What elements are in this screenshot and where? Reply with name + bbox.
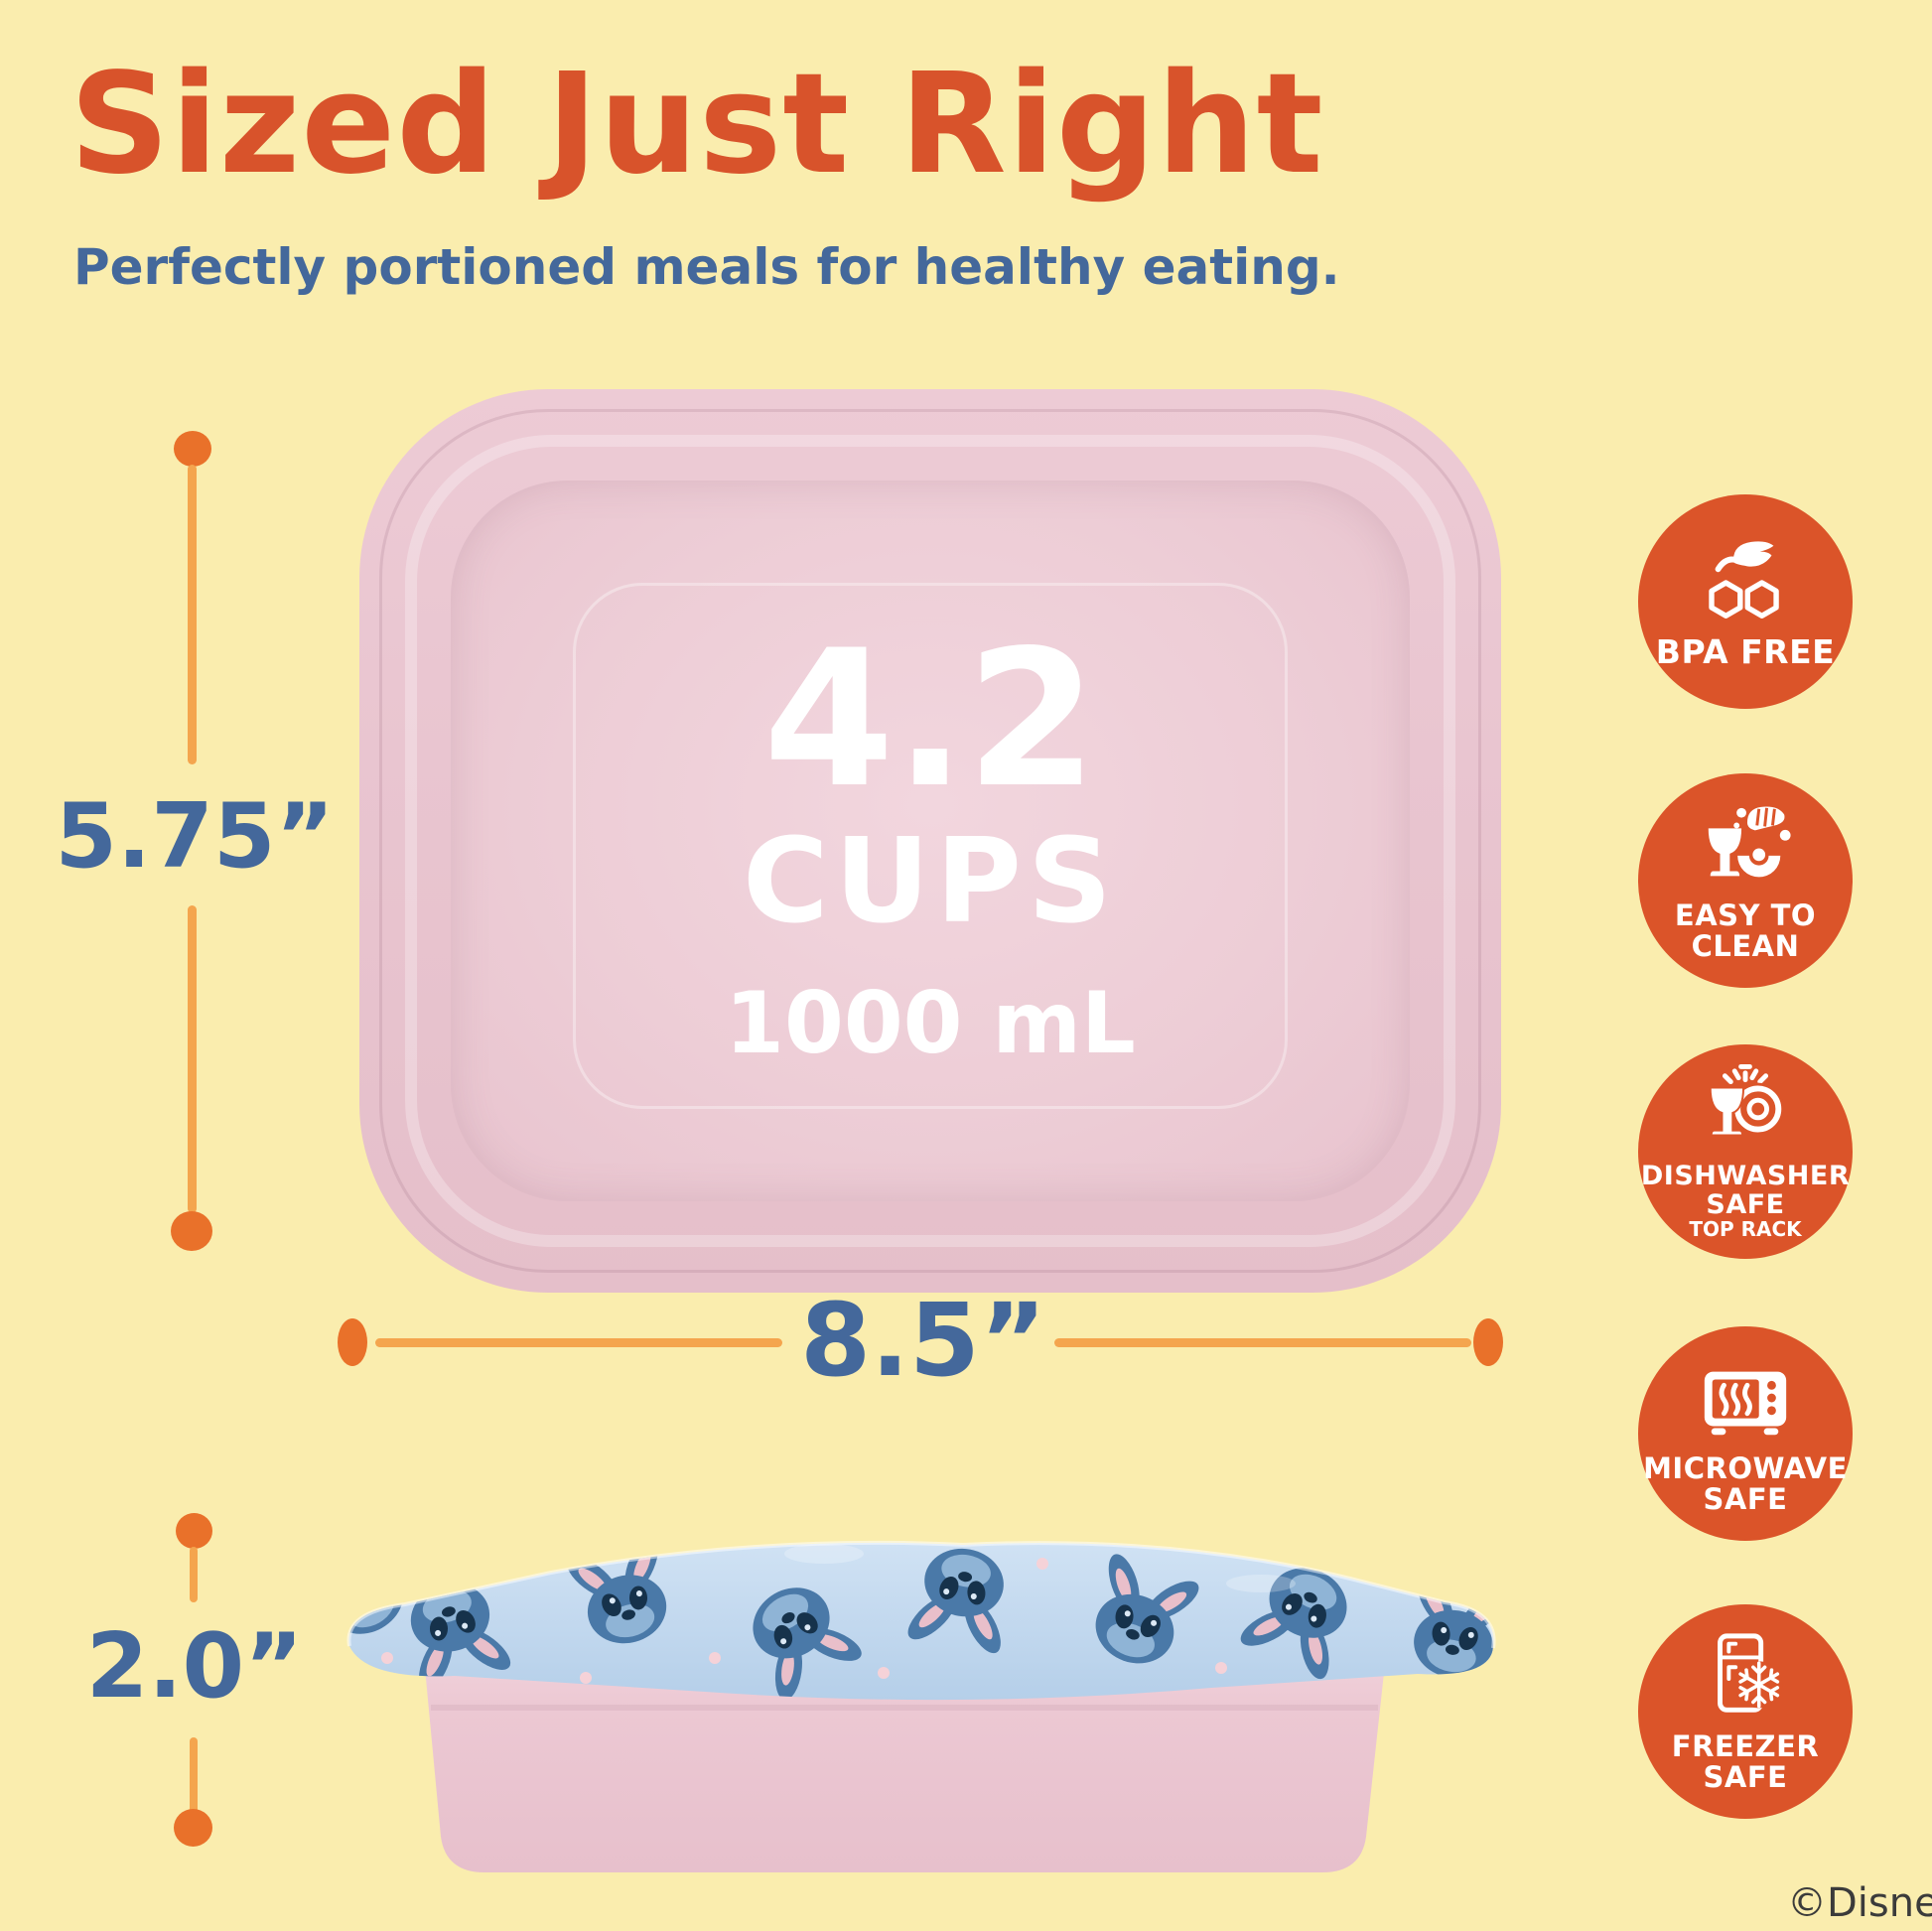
dimension-line xyxy=(188,905,197,1213)
depth-dimension-label: 2.0” xyxy=(85,1614,304,1719)
dimension-line xyxy=(1054,1338,1471,1347)
page-subtitle: Perfectly portioned meals for healthy ea… xyxy=(73,238,1340,296)
dimension-dot xyxy=(174,431,211,467)
dimension-dot xyxy=(174,1809,212,1847)
leaf-hexagons-icon xyxy=(1709,541,1779,620)
badge-label: MICROWAVE SAFE xyxy=(1643,1450,1848,1516)
dimension-dot xyxy=(176,1513,212,1549)
dimension-line xyxy=(188,465,197,764)
badge-easy-to-clean: EASY TO CLEAN xyxy=(1638,773,1853,988)
badge-freezer-safe: FREEZER SAFE xyxy=(1638,1604,1853,1819)
dimension-line xyxy=(190,1547,198,1602)
dishwasher-icon xyxy=(1709,1064,1785,1137)
badge-microwave-safe: MICROWAVE SAFE xyxy=(1638,1326,1853,1541)
badge-label: BPA FREE xyxy=(1655,632,1836,672)
dimension-dot xyxy=(338,1318,367,1366)
badge-label: EASY TO CLEAN xyxy=(1674,897,1817,963)
dimension-line xyxy=(190,1737,198,1813)
capacity-metric: 1000 mL xyxy=(725,974,1136,1073)
badge-label: DISHWASHER SAFE TOP RACK xyxy=(1640,1161,1851,1242)
freezer-icon xyxy=(1718,1633,1783,1713)
container-top-view: 4.2 CUPS 1000 mL xyxy=(359,389,1501,1293)
microwave-icon xyxy=(1704,1371,1787,1435)
badge-label: FREEZER SAFE xyxy=(1671,1728,1820,1794)
badge-bpa-free: BPA FREE xyxy=(1638,494,1853,709)
capacity-unit: CUPS xyxy=(743,812,1118,949)
container-inner-ridge xyxy=(405,435,1455,1247)
dimension-dot xyxy=(1473,1318,1503,1366)
capacity-value: 4.2 xyxy=(762,610,1098,829)
page-title: Sized Just Right xyxy=(69,44,1324,206)
container-outer-ridge xyxy=(379,409,1481,1273)
side-view-lid xyxy=(346,1540,1496,1701)
container-seal-outline xyxy=(573,583,1288,1109)
dimension-line xyxy=(375,1338,782,1347)
dimension-dot xyxy=(171,1211,212,1251)
container-side-view xyxy=(346,1540,1496,1872)
width-dimension-label: 8.5” xyxy=(800,1282,1046,1400)
height-dimension-label: 5.75” xyxy=(55,784,335,889)
hand-wash-icon xyxy=(1708,806,1791,878)
badge-dishwasher-safe: DISHWASHER SAFE TOP RACK xyxy=(1638,1044,1853,1259)
copyright-disney: ©Disney xyxy=(1787,1880,1932,1926)
